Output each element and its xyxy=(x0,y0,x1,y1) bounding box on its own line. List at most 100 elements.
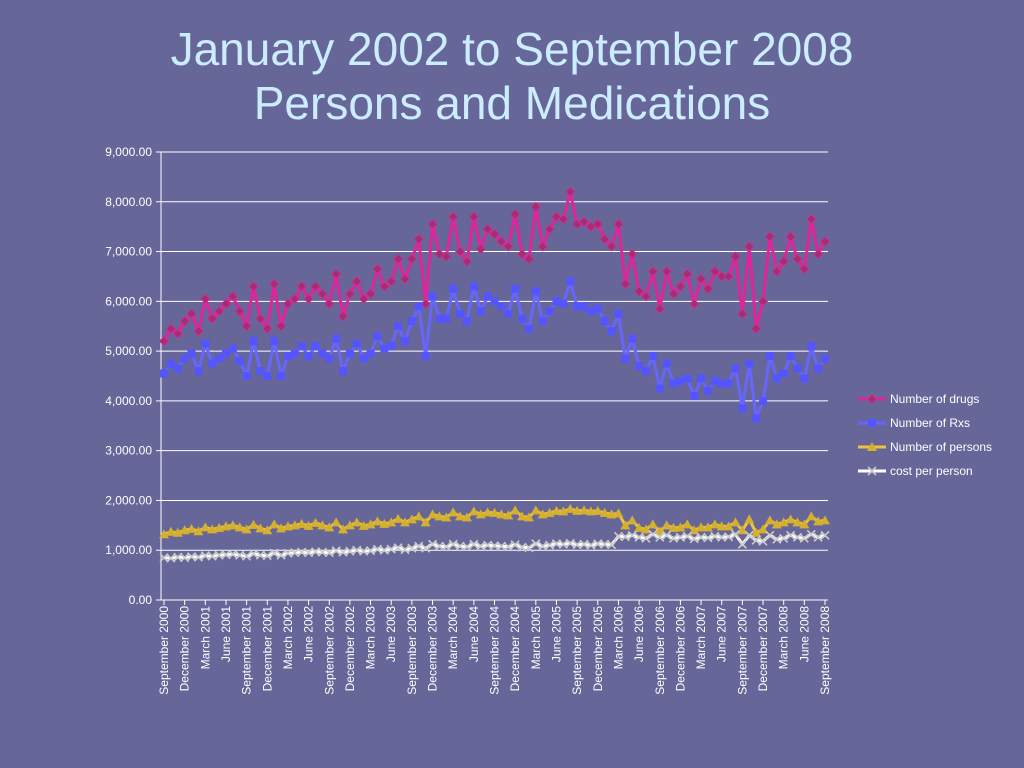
data-point xyxy=(807,342,816,351)
data-point xyxy=(449,284,458,293)
data-point xyxy=(303,520,314,530)
data-point xyxy=(545,540,555,550)
data-point xyxy=(518,314,527,323)
x-axis xyxy=(160,152,828,601)
data-point xyxy=(724,532,734,542)
x-tick-label: December 2007 xyxy=(756,606,770,692)
data-point xyxy=(606,241,617,252)
x-tick-label: September 2008 xyxy=(818,606,832,695)
data-point xyxy=(324,522,335,532)
data-point xyxy=(751,323,762,334)
data-point xyxy=(558,506,569,516)
data-point xyxy=(578,216,590,227)
x-tick-label: June 2008 xyxy=(797,606,811,662)
slide-title-line-2: Persons and Medications xyxy=(253,77,771,129)
x-tick-label: June 2006 xyxy=(632,606,646,662)
data-point xyxy=(468,211,479,222)
data-point xyxy=(620,520,631,530)
data-point xyxy=(552,297,561,306)
data-point xyxy=(592,505,603,515)
data-point xyxy=(606,509,617,519)
data-point xyxy=(793,364,802,373)
data-point xyxy=(406,514,417,524)
data-point xyxy=(421,543,431,553)
data-point xyxy=(724,379,733,388)
data-point xyxy=(455,246,466,257)
data-point xyxy=(482,507,493,517)
data-point xyxy=(757,296,769,307)
data-point xyxy=(731,364,740,373)
data-point xyxy=(399,517,410,527)
data-point xyxy=(399,273,411,284)
data-point xyxy=(296,518,307,528)
x-tick-label: September 2001 xyxy=(240,606,254,695)
data-point xyxy=(799,519,810,529)
data-point xyxy=(730,517,741,527)
data-point xyxy=(640,524,651,534)
data-point xyxy=(448,211,459,222)
data-point xyxy=(194,367,203,376)
data-point xyxy=(338,524,349,534)
data-point xyxy=(208,359,217,368)
data-point xyxy=(373,332,382,341)
data-point xyxy=(530,505,541,515)
data-point xyxy=(586,540,596,550)
data-point xyxy=(716,521,727,531)
data-point xyxy=(627,530,637,540)
legend-swatch-marker xyxy=(868,419,876,427)
data-point xyxy=(165,526,176,536)
x-tick-label: March 2004 xyxy=(446,606,460,670)
data-point xyxy=(544,224,555,235)
data-point xyxy=(599,507,610,517)
data-point xyxy=(497,302,506,311)
data-point xyxy=(489,229,500,240)
data-point xyxy=(607,327,616,336)
data-point xyxy=(427,509,438,519)
data-point xyxy=(800,374,809,383)
data-point xyxy=(662,530,672,540)
data-point xyxy=(339,367,348,376)
data-point xyxy=(634,522,645,532)
data-point xyxy=(263,372,272,380)
data-point xyxy=(249,337,258,346)
data-point xyxy=(186,308,197,319)
data-point xyxy=(696,522,707,532)
data-point xyxy=(503,241,514,252)
data-point xyxy=(462,542,472,552)
x-axis-tick-labels: September 2000 December 2000 March 2001 Jun… xyxy=(157,600,832,695)
data-point xyxy=(779,369,788,378)
x-tick-label: December 2002 xyxy=(343,606,357,692)
x-tick-label: September 2003 xyxy=(405,606,419,695)
data-point xyxy=(241,321,252,332)
data-point xyxy=(806,529,816,539)
data-point xyxy=(565,186,576,197)
data-point xyxy=(160,369,168,378)
data-point xyxy=(407,543,417,553)
data-point xyxy=(531,539,541,549)
series-number-of-persons xyxy=(159,503,830,539)
data-point xyxy=(372,263,383,275)
data-point xyxy=(366,349,375,358)
y-tick-label: 6,000.00 xyxy=(105,294,152,308)
data-series xyxy=(158,186,831,563)
data-point xyxy=(785,231,796,242)
data-point xyxy=(310,281,321,292)
data-point xyxy=(709,519,720,529)
data-point xyxy=(228,344,237,353)
data-point xyxy=(165,323,176,334)
data-point xyxy=(531,287,540,296)
data-point xyxy=(386,276,397,287)
data-point xyxy=(166,359,175,368)
data-point xyxy=(393,513,404,523)
data-point xyxy=(723,521,734,531)
data-point xyxy=(613,508,624,518)
data-point xyxy=(745,359,754,368)
data-point xyxy=(158,336,170,347)
data-point xyxy=(580,302,589,311)
data-point xyxy=(606,540,617,550)
data-point xyxy=(180,354,189,363)
data-point xyxy=(655,384,664,393)
data-point xyxy=(483,292,492,301)
data-point xyxy=(792,517,803,527)
data-point xyxy=(282,298,294,309)
